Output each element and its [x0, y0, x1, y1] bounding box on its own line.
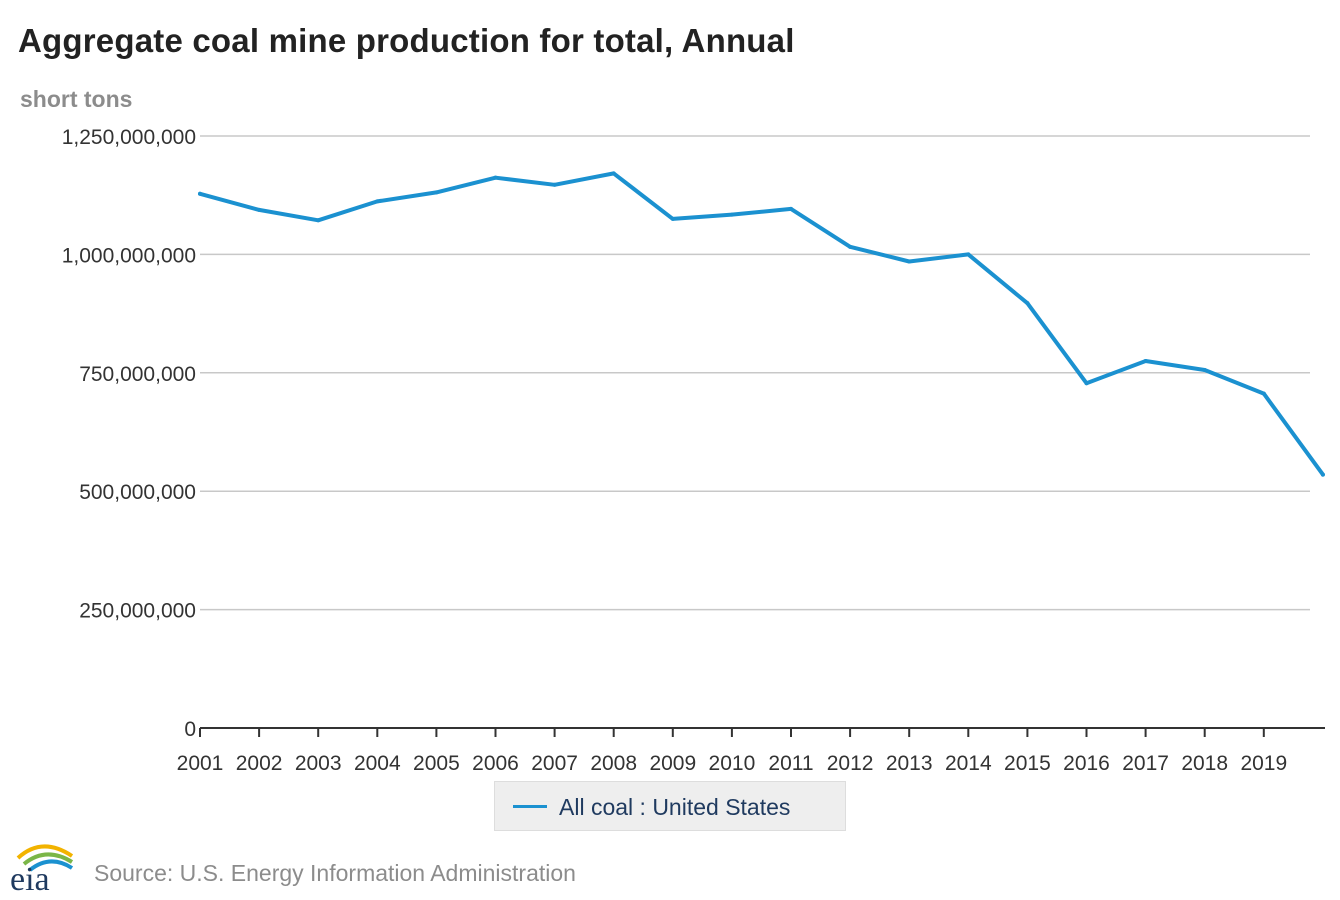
eia-logo-text: eia: [10, 861, 50, 894]
x-tick-label: 2018: [1181, 752, 1228, 775]
x-tick-label: 2015: [1004, 752, 1051, 775]
x-tick-label: 2017: [1122, 752, 1169, 775]
data-point: [611, 171, 616, 176]
data-point: [1320, 472, 1325, 477]
data-point: [493, 175, 498, 180]
x-tick-label: 2014: [945, 752, 992, 775]
x-tick-label: 2002: [236, 752, 283, 775]
y-tick-label: 1,000,000,000: [62, 244, 196, 267]
data-point: [434, 190, 439, 195]
y-tick-label: 500,000,000: [79, 481, 196, 504]
x-tick-label: 2010: [709, 752, 756, 775]
source-note: Source: U.S. Energy Information Administ…: [94, 860, 576, 886]
x-tick-label: 2019: [1240, 752, 1287, 775]
x-tick-label: 2008: [590, 752, 637, 775]
x-tick-label: 2003: [295, 752, 342, 775]
x-tick-label: 2012: [827, 752, 874, 775]
x-tick-label: 2004: [354, 752, 401, 775]
x-tick-label: 2011: [768, 752, 813, 775]
series-group: [198, 171, 1325, 477]
data-point: [789, 206, 793, 211]
data-point: [552, 182, 557, 187]
footer: eia Source: U.S. Energy Information Admi…: [0, 836, 1340, 900]
legend-label: All coal : United States: [559, 794, 791, 820]
chart-title: Aggregate coal mine production for total…: [18, 22, 795, 59]
y-axis-unit-label: short tons: [20, 86, 133, 112]
data-point: [257, 207, 262, 212]
data-point: [1202, 367, 1207, 372]
data-point: [848, 244, 853, 249]
x-tick-label: 2007: [531, 752, 578, 775]
series-line-all-coal: [198, 171, 1325, 477]
data-point: [907, 259, 912, 264]
x-axis: 2001 2002 2003 2004 2005 2006 2007 2008 2009 2010…: [177, 727, 1325, 775]
data-point: [1025, 301, 1030, 306]
y-tick-label: 750,000,000: [79, 363, 196, 386]
y-tick-label: 250,000,000: [79, 600, 196, 623]
x-tick-label: 2013: [886, 752, 933, 775]
eia-logo-icon: eia: [10, 844, 74, 894]
data-point: [670, 216, 675, 221]
data-point: [729, 212, 734, 217]
data-point: [1084, 381, 1089, 386]
data-point: [1143, 358, 1148, 363]
y-axis-ticks: 0 250,000,000 500,000,000 750,000,000 1,000,…: [62, 126, 196, 741]
gridlines: [200, 135, 1310, 611]
y-tick-label: 0: [184, 718, 196, 741]
x-tick-label: 2009: [649, 752, 696, 775]
y-tick-label: 1,250,000,000: [62, 126, 196, 149]
data-point: [1261, 391, 1266, 396]
x-tick-label: 2001: [177, 752, 224, 775]
data-point: [198, 191, 202, 196]
legend-swatch: [513, 805, 547, 808]
data-point: [375, 199, 380, 204]
legend[interactable]: All coal : United States: [494, 781, 846, 831]
x-tick-label: 2016: [1063, 752, 1110, 775]
x-tick-label: 2005: [413, 752, 460, 775]
data-point: [316, 218, 321, 223]
x-tick-label: 2006: [472, 752, 519, 775]
data-point: [966, 252, 971, 257]
